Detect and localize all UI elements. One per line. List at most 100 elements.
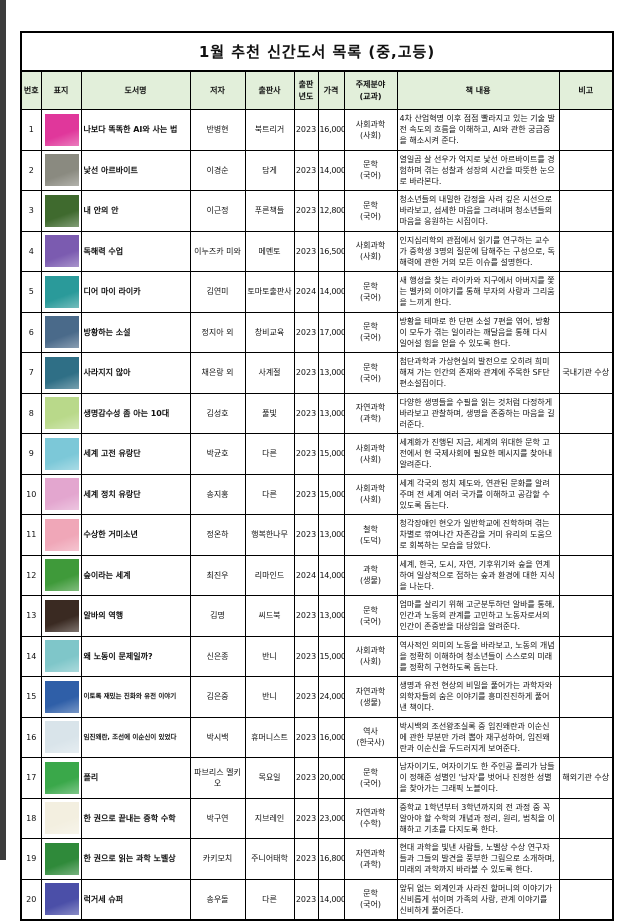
- book-title: 독해력 수업: [80, 230, 191, 272]
- subject-course: (수학): [360, 819, 381, 829]
- book-subject: 사회과학 (사회): [343, 433, 398, 475]
- book-number: 5: [20, 271, 42, 313]
- book-publisher: 다른: [244, 878, 295, 921]
- book-number: 20: [20, 878, 42, 921]
- subject-main: 사회과학: [355, 241, 386, 251]
- book-number: 1: [20, 109, 42, 151]
- book-number: 3: [20, 190, 42, 232]
- subject-main: 사회과학: [355, 443, 386, 453]
- subject-course: (국어): [360, 211, 381, 221]
- book-title: 디어 마이 라이카: [80, 271, 191, 313]
- book-cover: [40, 676, 82, 718]
- book-note: 해외기관 수상: [558, 757, 614, 799]
- book-note: [558, 271, 614, 313]
- book-note: [558, 635, 614, 677]
- book-price: 15,000: [317, 635, 345, 677]
- header-content: 책 내용: [396, 70, 560, 110]
- book-publisher: 담게: [244, 149, 295, 191]
- book-cover: [40, 433, 82, 475]
- book-price: 13,000: [317, 595, 345, 637]
- book-cover-image: [44, 761, 79, 794]
- book-cover-image: [44, 680, 79, 713]
- book-price: 13,000: [317, 352, 345, 394]
- book-year: 2023: [293, 595, 319, 637]
- book-year: 2023: [293, 838, 319, 880]
- book-subject: 사회과학 (사회): [343, 473, 398, 515]
- subject-main: 역사: [363, 727, 378, 737]
- subject-main: 철학: [363, 524, 378, 534]
- table-row: 7 사라지지 않아 채은랑 외 사계절 2023 13,000 문학 (국어) 첨단과학과 가상…: [20, 352, 614, 394]
- book-price: 14,000: [317, 554, 345, 596]
- book-publisher: 목요일: [244, 757, 295, 799]
- header-year-line2: 년도: [298, 91, 314, 101]
- book-subject: 문학 (국어): [343, 190, 398, 232]
- table-row: 5 디어 마이 라이카 김연미 토마토출판사 2024 14,000 문학 (국어) 새 행성을…: [20, 271, 614, 313]
- book-price: 15,000: [317, 433, 345, 475]
- book-cover: [40, 230, 82, 272]
- book-author: 이경순: [189, 149, 246, 191]
- book-title: 임진왜란, 조선에 이순신이 있었다: [80, 716, 191, 758]
- book-cover: [40, 797, 82, 839]
- book-author: 박시백: [189, 716, 246, 758]
- book-list-table: 1월 추천 신간도서 목록 (중,고등) 번호 표지 도서명 저자 출판사 출판…: [20, 31, 615, 921]
- subject-course: (사회): [360, 495, 381, 505]
- book-number: 18: [20, 797, 42, 839]
- book-cover-image: [44, 316, 79, 349]
- book-year: 2023: [293, 878, 319, 921]
- book-content: 생명과 유전 현상의 비밀을 풀어가는 과학자와 의학자들의 숨은 이야기를 흥…: [396, 676, 560, 718]
- book-number: 4: [20, 230, 42, 272]
- book-year: 2023: [293, 716, 319, 758]
- book-cover-image: [44, 721, 79, 754]
- book-content: 세계화가 진행된 지금, 세계의 위대한 문학 고전에서 현 국제사회에 필요한…: [396, 433, 560, 475]
- book-cover: [40, 190, 82, 232]
- book-publisher: 반니: [244, 635, 295, 677]
- book-publisher: 토마토출판사: [244, 271, 295, 313]
- book-subject: 문학 (국어): [343, 271, 398, 313]
- book-cover: [40, 514, 82, 556]
- table-row: 18 한 권으로 끝내는 중학 수학 박구연 지브레인 2023 23,000 자연과학 (수…: [20, 797, 614, 839]
- book-note: [558, 109, 614, 151]
- subject-main: 자연과학: [355, 403, 386, 413]
- book-cover: [40, 473, 82, 515]
- subject-course: (생물): [360, 697, 381, 707]
- book-year: 2023: [293, 757, 319, 799]
- book-subject: 자연과학 (수학): [343, 797, 398, 839]
- book-content: 남자이기도, 여자이기도 한 주인공 폴리가 남들이 정해준 성별인 '남자'를…: [396, 757, 560, 799]
- table-row: 1 나보다 똑똑한 AI와 사는 법 반병현 북트리거 2023 16,000 사회과학 (사…: [20, 109, 614, 151]
- book-cover-image: [44, 235, 79, 268]
- book-subject: 자연과학 (과학): [343, 392, 398, 434]
- header-no: 번호: [20, 70, 42, 110]
- header-author: 저자: [189, 70, 246, 110]
- book-price: 16,000: [317, 109, 345, 151]
- book-note: [558, 514, 614, 556]
- subject-main: 문학: [363, 200, 378, 210]
- book-price: 20,000: [317, 757, 345, 799]
- book-title: 럭거세 슈퍼: [80, 878, 191, 921]
- book-content: 엄마를 살리기 위해 고군분투하던 알바를 통해, 인간과 노동의 관계를 고민…: [396, 595, 560, 637]
- book-title: 폴리: [80, 757, 191, 799]
- book-number: 10: [20, 473, 42, 515]
- subject-course: (국어): [360, 900, 381, 910]
- book-cover: [40, 878, 82, 921]
- book-number: 16: [20, 716, 42, 758]
- book-content: 앞뒤 없는 외계인과 사라진 할머니의 이야기가 신비롭게 섞이며 가족의 사랑…: [396, 878, 560, 921]
- book-subject: 문학 (국어): [343, 595, 398, 637]
- subject-course: (국어): [360, 171, 381, 181]
- book-content: 다양한 생명들을 수필을 읽는 것처럼 다정하게 바라보고 관찰하며, 생명을 …: [396, 392, 560, 434]
- table-row: 4 독해력 수업 이누즈카 미와 메멘토 2023 16,500 사회과학 (사회) 인지심리학…: [20, 230, 614, 272]
- book-note: [558, 595, 614, 637]
- subject-course: (사회): [360, 252, 381, 262]
- book-subject: 자연과학 (생물): [343, 676, 398, 718]
- book-cover: [40, 149, 82, 191]
- subject-main: 문학: [363, 281, 378, 291]
- header-subject-line2: (교과): [359, 91, 382, 101]
- book-note: [558, 230, 614, 272]
- book-note: [558, 554, 614, 596]
- book-cover-image: [44, 599, 79, 632]
- book-cover-image: [44, 559, 79, 592]
- header-cover: 표지: [40, 70, 82, 110]
- book-price: 23,000: [317, 797, 345, 839]
- subject-course: (생물): [360, 576, 381, 586]
- book-author: 파브리스 멜키오: [189, 757, 246, 799]
- book-number: 15: [20, 676, 42, 718]
